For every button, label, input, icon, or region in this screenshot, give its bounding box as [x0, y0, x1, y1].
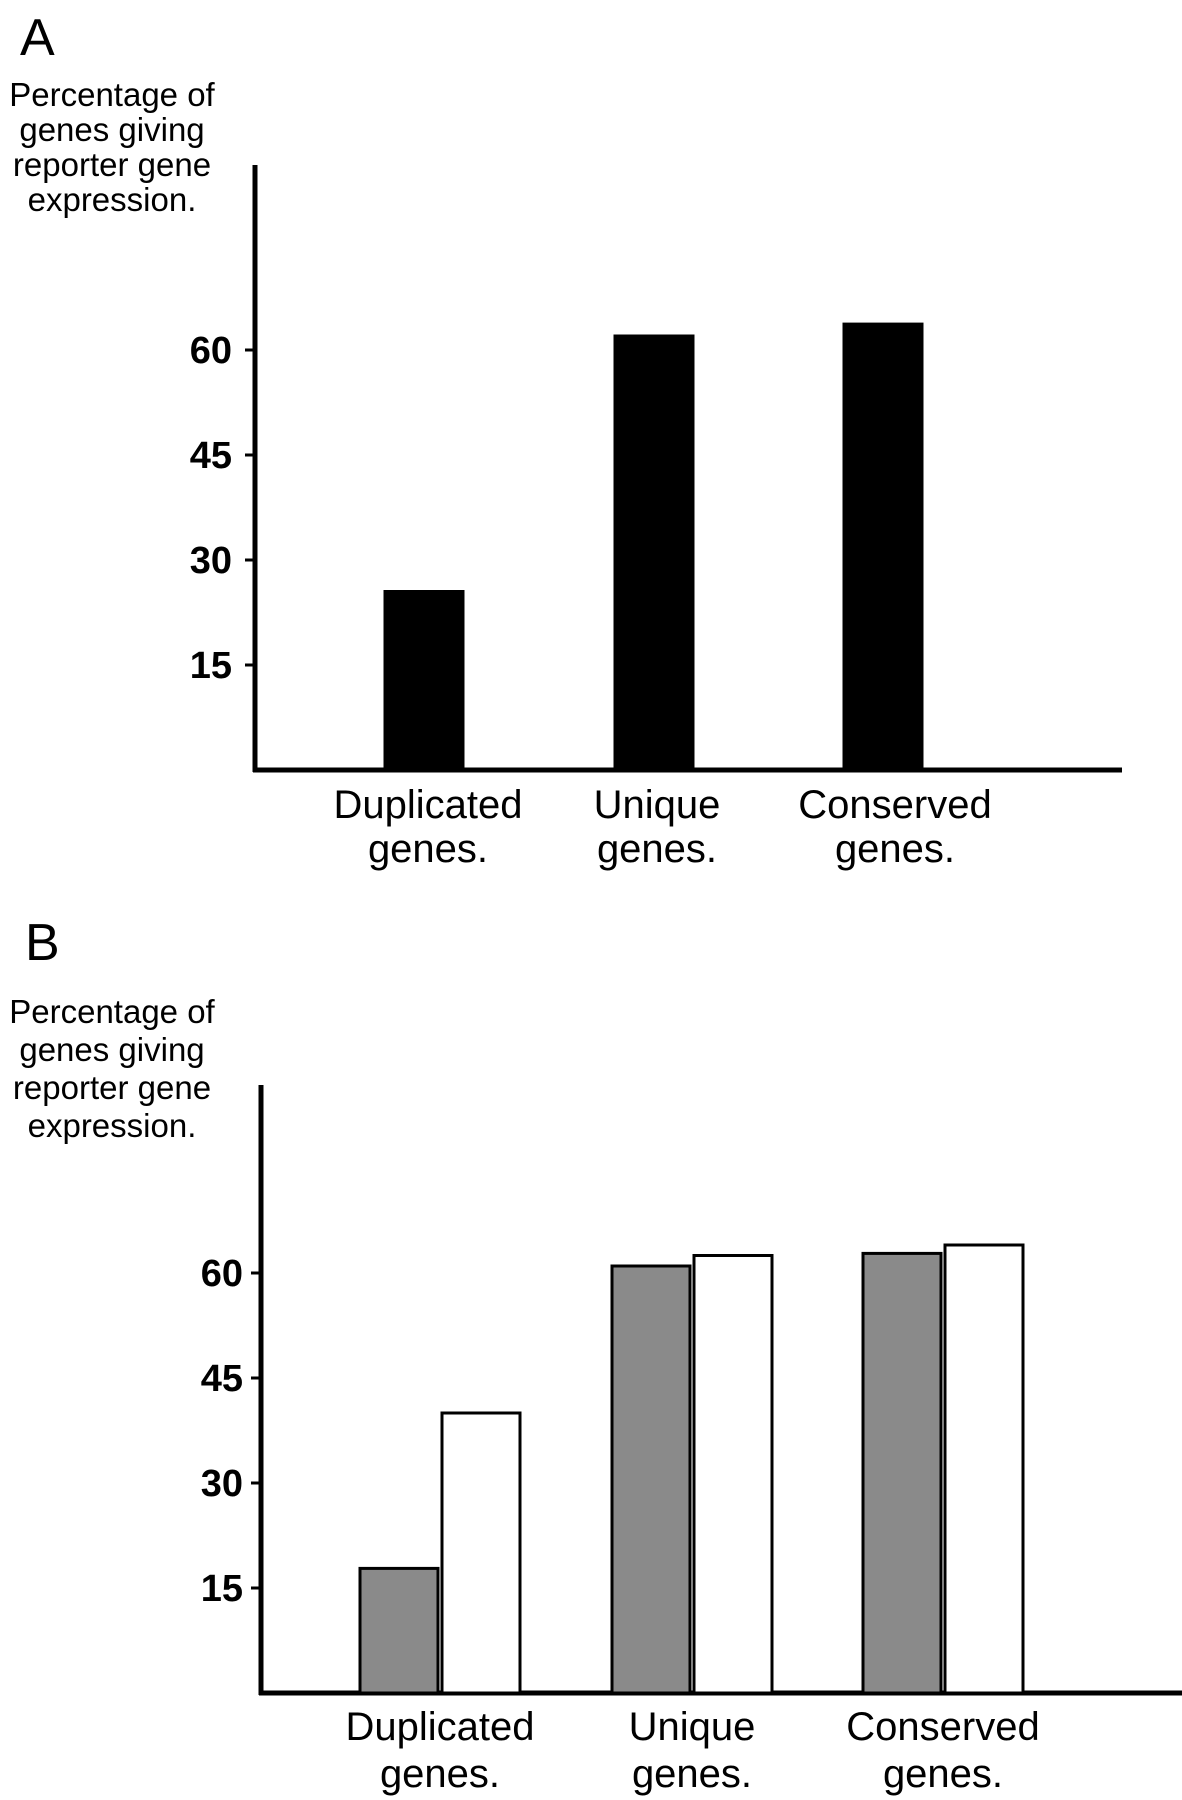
x-category-label: Duplicated [333, 783, 522, 827]
bar [383, 590, 465, 772]
y-tick-label: 45 [190, 435, 232, 477]
x-category-label: genes. [632, 1752, 752, 1796]
x-category-label: genes. [597, 827, 717, 871]
x-category-label: genes. [380, 1752, 500, 1796]
bar [358, 1566, 440, 1695]
y-axis-title-line: expression. [28, 181, 197, 218]
y-tick-label: 60 [190, 330, 232, 372]
x-category-label: Conserved [846, 1705, 1039, 1749]
bar [943, 1243, 1025, 1695]
y-axis-title-line: Percentage of [9, 993, 215, 1030]
y-axis-title-line: Percentage of [9, 76, 215, 113]
y-axis-title-line: reporter gene [13, 146, 211, 183]
x-category-label: Unique [594, 783, 721, 827]
x-category-label: Duplicated [345, 1705, 534, 1749]
y-tick-label: 60 [201, 1253, 243, 1295]
x-category-label: Unique [629, 1705, 756, 1749]
y-axis-title-line: expression. [28, 1107, 197, 1144]
bar [692, 1254, 774, 1695]
bar [861, 1251, 943, 1695]
y-tick-label: 45 [201, 1358, 243, 1400]
x-category-label: Conserved [798, 783, 991, 827]
bar [440, 1411, 522, 1695]
x-category-label: genes. [835, 827, 955, 871]
panel-letter: B [25, 914, 60, 972]
panel-letter: A [20, 9, 55, 67]
y-tick-label: 15 [190, 645, 232, 687]
bar [610, 1264, 692, 1695]
x-category-label: genes. [368, 827, 488, 871]
y-tick-label: 15 [201, 1568, 243, 1610]
y-tick-label: 30 [201, 1463, 243, 1505]
y-axis-title-line: reporter gene [13, 1069, 211, 1106]
y-axis-title-line: genes giving [19, 1031, 204, 1068]
bar [613, 334, 695, 772]
y-tick-label: 30 [190, 540, 232, 582]
y-axis-title-line: genes giving [19, 111, 204, 148]
x-category-label: genes. [883, 1752, 1003, 1796]
bar [842, 322, 924, 772]
